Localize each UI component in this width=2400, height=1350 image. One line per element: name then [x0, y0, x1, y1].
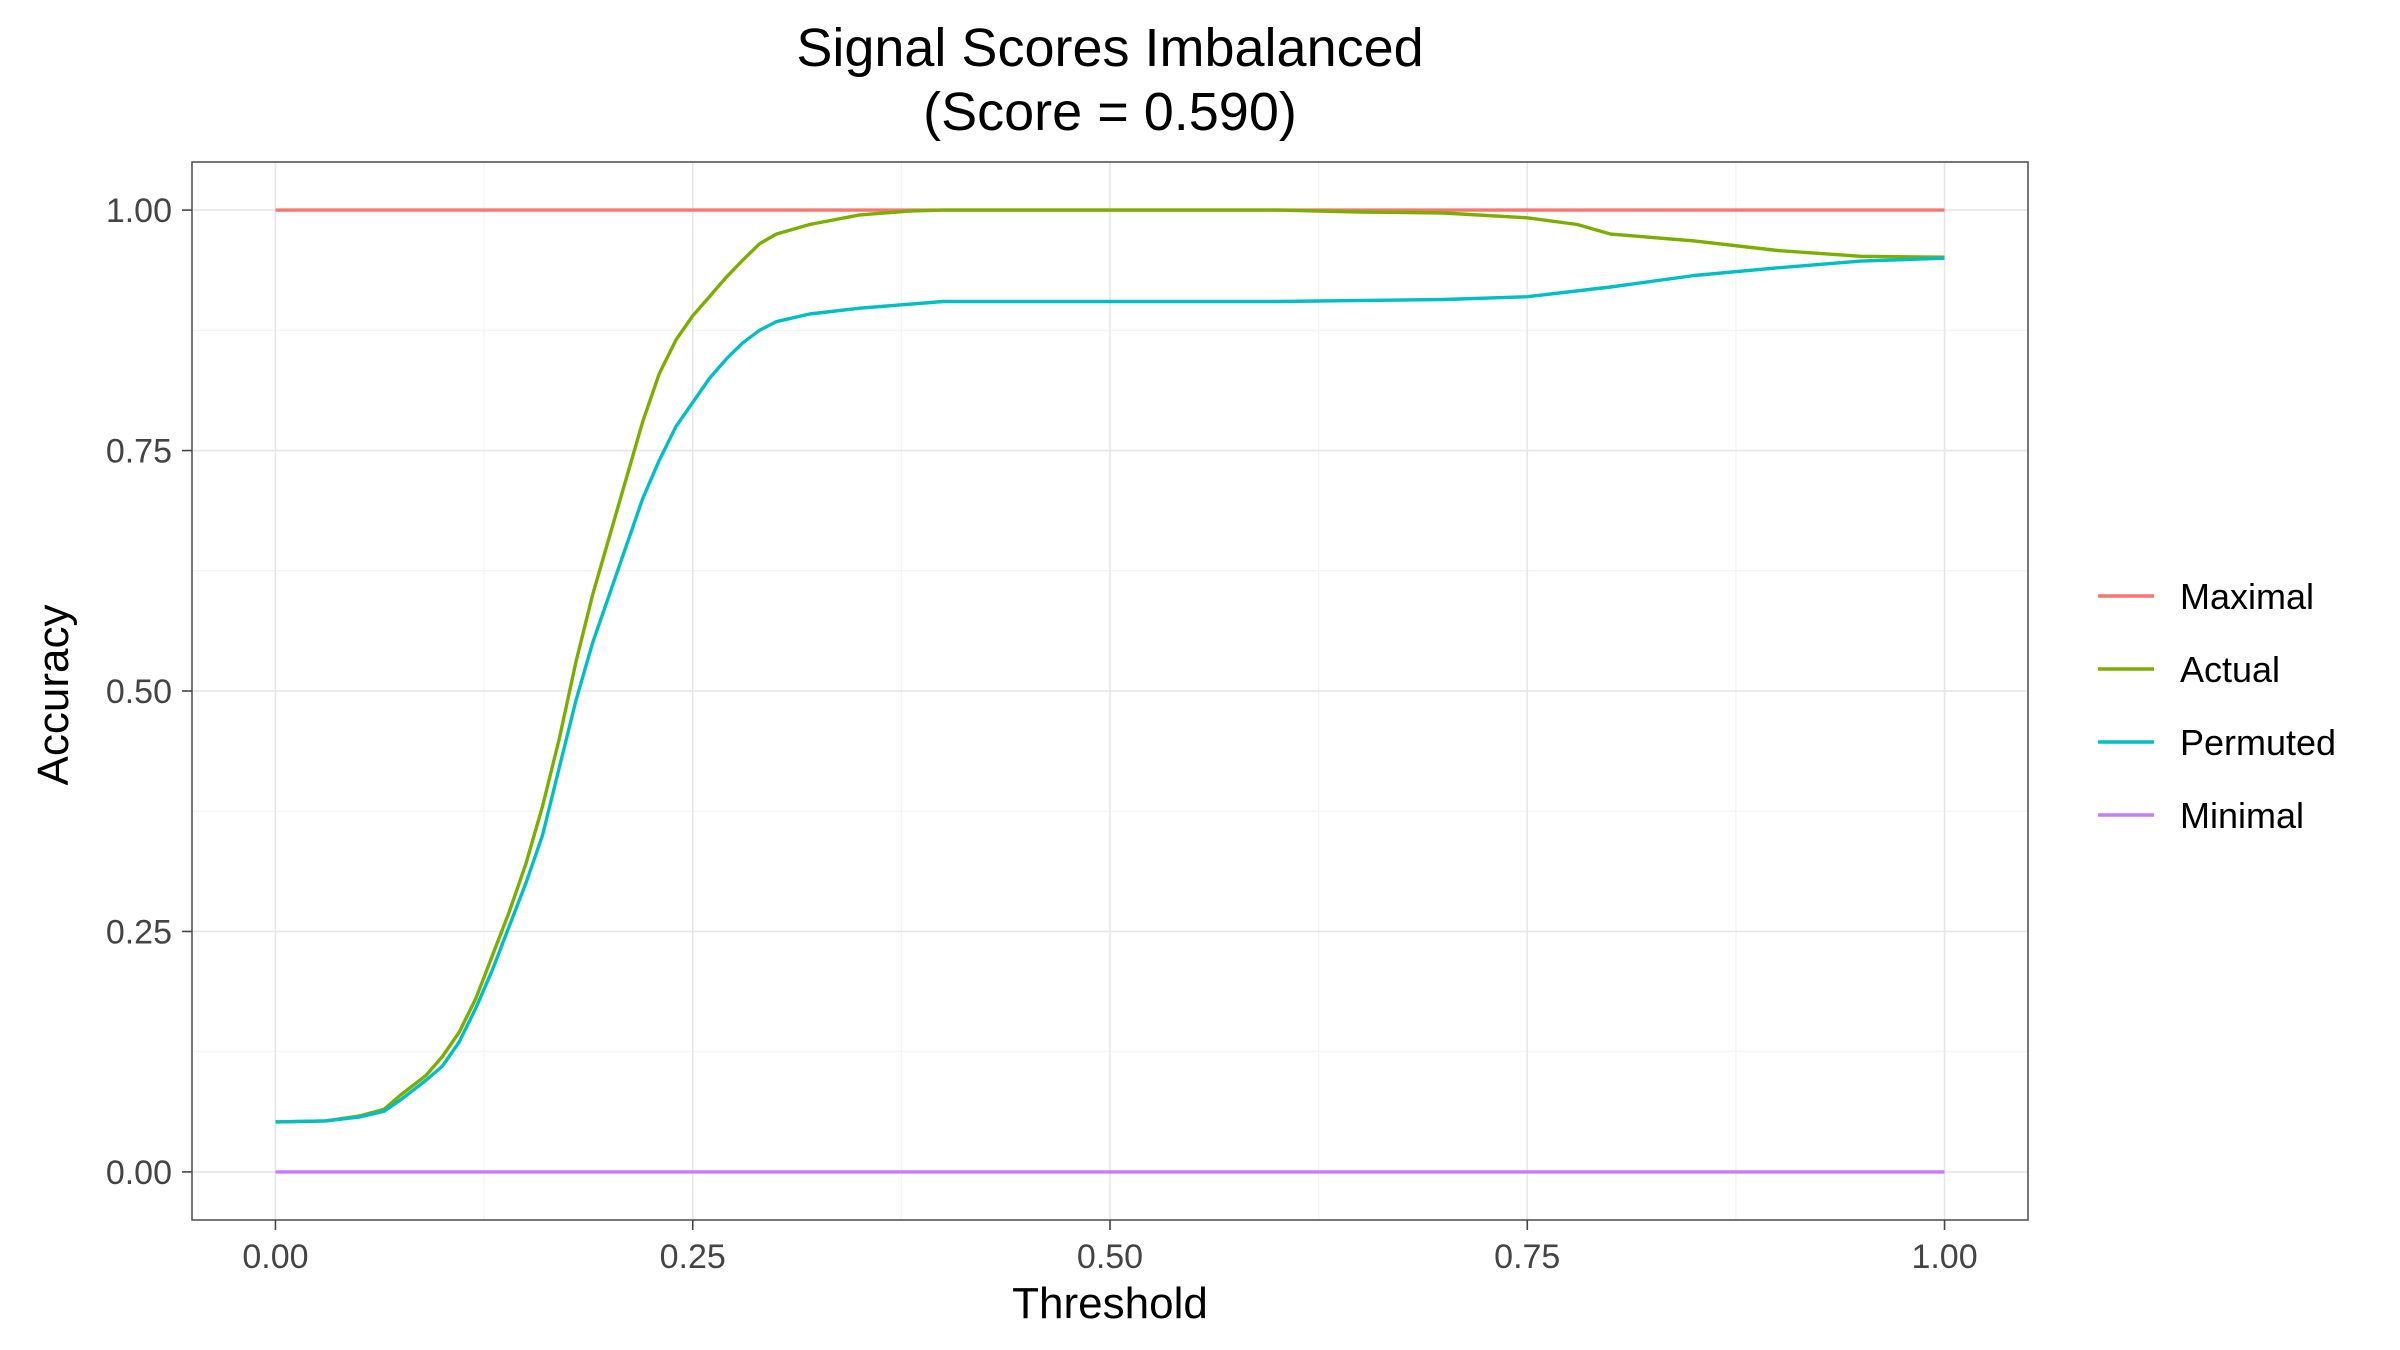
x-tick-label: 1.00 [1911, 1238, 1977, 1276]
series-line-actual [275, 208, 1945, 1124]
chart-title: Signal Scores Imbalanced [796, 18, 1423, 78]
legend-item-maximal: Maximal [2098, 576, 2314, 617]
plot-lines [275, 208, 1945, 1174]
chart-subtitle: (Score = 0.590) [923, 82, 1297, 142]
legend: Maximal Actual Permuted Minimal [2098, 576, 2336, 836]
legend-label: Minimal [2180, 795, 2304, 836]
legend-label: Actual [2180, 649, 2280, 690]
y-tick-label: 0.50 [106, 673, 172, 711]
legend-label: Permuted [2180, 722, 2336, 763]
legend-item-minimal: Minimal [2098, 795, 2304, 836]
x-tick-label: 0.75 [1494, 1238, 1560, 1276]
y-tick-label: 0.25 [106, 913, 172, 951]
legend-item-permuted: Permuted [2098, 722, 2336, 763]
legend-item-actual: Actual [2098, 649, 2280, 690]
x-tick-label: 0.25 [660, 1238, 726, 1276]
grid [192, 162, 2028, 1220]
x-tick-label: 0.00 [242, 1238, 308, 1276]
axis-ticks: 0.00 0.25 0.50 0.75 1.00 0.00 0.25 0.50 0.75 1.00 [106, 192, 1978, 1276]
y-tick-label: 0.00 [106, 1154, 172, 1192]
x-tick-label: 0.50 [1077, 1238, 1143, 1276]
y-tick-label: 0.75 [106, 433, 172, 471]
legend-label: Maximal [2180, 576, 2314, 617]
x-axis-title: Threshold [1012, 1279, 1208, 1328]
series-line-permuted [275, 256, 1945, 1124]
y-axis-title: Accuracy [29, 605, 78, 786]
y-tick-label: 1.00 [106, 192, 172, 230]
